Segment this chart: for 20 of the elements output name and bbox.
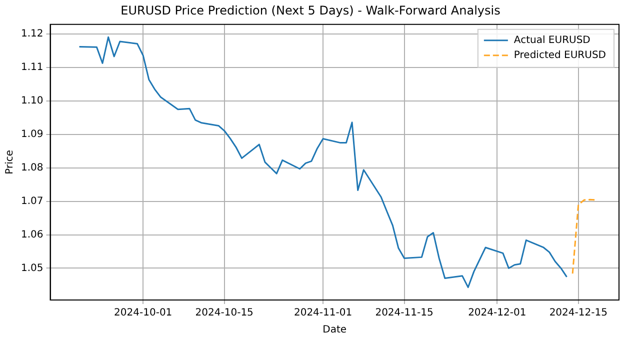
x-tick-label: 2024-11-01 — [294, 308, 352, 319]
y-tick-label: 1.08 — [21, 162, 44, 174]
y-tick-label: 1.05 — [21, 262, 44, 274]
y-axis-title: Price — [4, 150, 16, 174]
legend-label: Predicted EURUSD — [514, 50, 606, 61]
x-tick-label: 2024-12-15 — [549, 308, 608, 319]
y-tick-label: 1.12 — [21, 28, 44, 40]
x-axis-title: Date — [322, 324, 347, 336]
y-tick-label: 1.09 — [21, 129, 44, 140]
line-series — [572, 198, 597, 274]
legend-label: Actual EURUSD — [514, 34, 591, 46]
y-tick-label: 1.10 — [21, 96, 44, 107]
y-tick-label: 1.07 — [21, 196, 44, 207]
chart-title: EURUSD Price Prediction (Next 5 Days) - Walk-Forward Analysis — [120, 3, 500, 18]
x-tick-label: 2024-10-15 — [195, 308, 254, 319]
x-tick-label: 2024-12-01 — [468, 308, 526, 319]
y-tick-label: 1.06 — [21, 229, 44, 240]
y-tick-label: 1.11 — [21, 62, 44, 74]
x-tick-label: 2024-11-15 — [375, 308, 434, 319]
x-tick-label: 2024-10-01 — [114, 308, 172, 319]
